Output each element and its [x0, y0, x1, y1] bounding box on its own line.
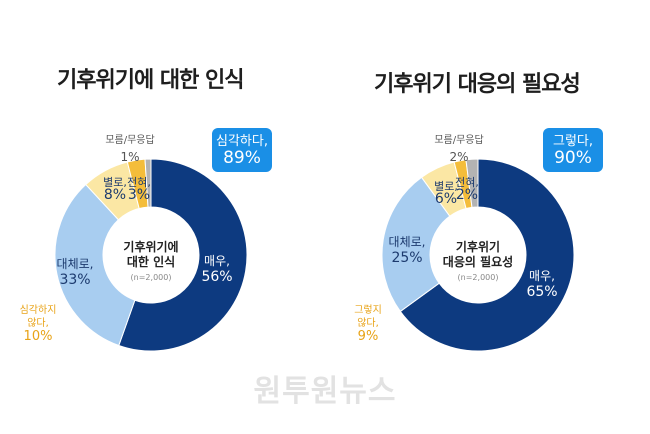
chart2-slice-value-very: 65% — [526, 284, 558, 300]
chart1-slice-value-mostly: 33% — [59, 272, 91, 288]
chart1-group-line2: 않다, — [27, 318, 49, 329]
chart1-slice-label-notatall: 전혀, 3% — [127, 176, 151, 202]
chart1-slice-label-notmuch: 별로, 8% — [103, 176, 127, 202]
chart1-slice-label-very: 매우, 56% — [201, 253, 232, 285]
chart1-slice-value-very: 56% — [201, 269, 233, 285]
chart1-slice-value-dontknow: 1% — [120, 150, 140, 164]
chart2-slice-value-mostly: 25% — [391, 250, 423, 266]
chart1-group-value: 10% — [23, 329, 53, 344]
chart2-slice-value-dontknow: 2% — [449, 150, 469, 164]
chart2-slice-name-mostly: 대체로, — [388, 235, 426, 249]
chart2-slice-name-dontknow: 모름/무응답 — [434, 135, 484, 146]
chart2-highlight-badge: 그렇다, 90% — [543, 128, 603, 172]
chart1-highlight-label: 심각하다, — [216, 134, 268, 149]
chart1-slice-name-notatall: 전혀, — [127, 176, 151, 189]
chart1-slice-name-notmuch: 별로, — [103, 176, 127, 189]
chart2-slice-name-notatall: 전혀, — [455, 176, 479, 189]
chart2-slice-label-dontknow: 모름/무응답 2% — [434, 133, 483, 165]
chart1-center-note: (n=2,000) — [130, 273, 172, 282]
chart2-donut-hole — [430, 207, 526, 303]
chart2-slice-label-notmuch: 별로, 6% — [434, 180, 458, 206]
chart2-center-line1: 기후위기 — [455, 240, 501, 254]
chart1-slice-value-notatall: 3% — [127, 187, 151, 203]
chart2-slice-value-notatall: 2% — [455, 187, 479, 203]
chart1-slice-name-dontknow: 모름/무응답 — [105, 135, 155, 146]
chart1-center-line1: 기후위기에 — [123, 240, 179, 254]
chart2-group-label: 그렇지 않다, 9% — [354, 304, 382, 343]
chart1-slice-value-notmuch: 8% — [103, 187, 127, 203]
chart2-slice-value-notmuch: 6% — [434, 191, 458, 207]
chart2-group-line2: 않다, — [357, 318, 379, 329]
chart1-group-line1: 심각하지 — [19, 305, 57, 316]
chart2-group-value: 9% — [357, 329, 379, 344]
chart2-highlight-label: 그렇다, — [552, 134, 593, 149]
chart1-slice-label-dontknow: 모름/무응답 1% — [105, 133, 154, 165]
chart2-slice-label-mostly: 대체로, 25% — [389, 234, 426, 266]
chart1-donut-hole — [103, 207, 199, 303]
chart1-slice-label-mostly: 대체로, 33% — [57, 256, 94, 288]
chart2-center-line2: 대응의 필요성 — [442, 255, 514, 269]
chart1-highlight-badge: 심각하다, 89% — [212, 128, 272, 172]
chart1-title: 기후위기에 대한 인식 — [57, 68, 244, 93]
chart1-group-label: 심각하지 않다, 10% — [20, 304, 57, 343]
chart1-slice-name-very: 매우, — [204, 254, 230, 268]
chart2-group-line1: 그렇지 — [354, 305, 382, 316]
chart2-slice-label-very: 매우, 65% — [526, 268, 557, 300]
chart2-highlight-value: 90% — [554, 148, 592, 168]
watermark-logo: 원투원뉴스 — [253, 374, 397, 409]
chart2-slice-name-notmuch: 별로, — [434, 180, 458, 193]
chart2-slice-label-notatall: 전혀, 2% — [455, 176, 479, 202]
chart2-title: 기후위기 대응의 필요성 — [374, 72, 581, 97]
chart2-center-label: 기후위기 대응의 필요성 (n=2,000) — [443, 240, 513, 285]
chart2-center-note: (n=2,000) — [457, 273, 499, 282]
chart1-slice-name-mostly: 대체로, — [56, 257, 94, 271]
chart1-highlight-value: 89% — [223, 148, 261, 168]
chart1-center-label: 기후위기에 대한 인식 (n=2,000) — [123, 240, 178, 285]
chart2-slice-name-very: 매우, — [529, 269, 555, 283]
chart1-center-line2: 대한 인식 — [126, 255, 176, 269]
